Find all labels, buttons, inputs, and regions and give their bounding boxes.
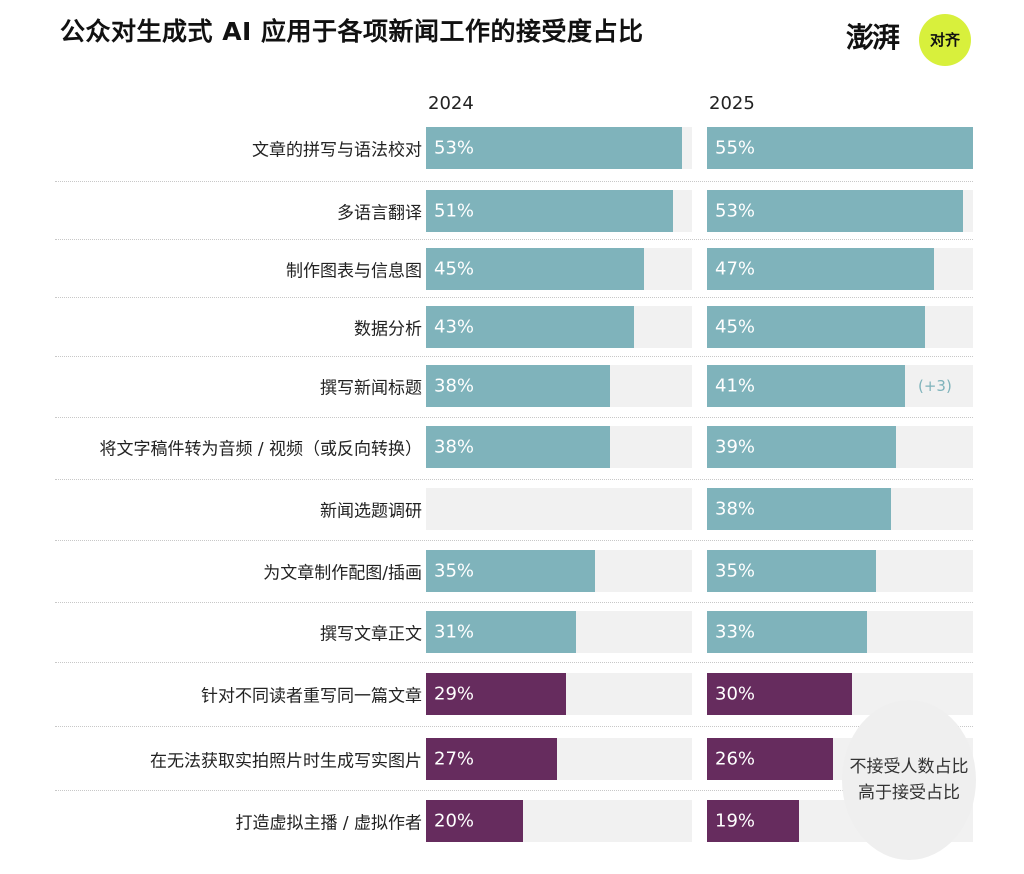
value-label: 29% bbox=[434, 683, 475, 705]
year-header-2024: 2024 bbox=[428, 93, 474, 114]
row-separator bbox=[55, 417, 973, 418]
bar-2024 bbox=[426, 306, 634, 348]
row-separator bbox=[55, 790, 973, 791]
value-label: 47% bbox=[715, 258, 756, 280]
category-label: 打造虚拟主播 / 虚拟作者 bbox=[235, 813, 422, 834]
value-label: 35% bbox=[715, 560, 756, 582]
value-label: 41% bbox=[715, 375, 756, 397]
bar-2025 bbox=[707, 426, 896, 468]
bar-2025 bbox=[707, 306, 925, 348]
row-separator bbox=[55, 602, 973, 603]
year-header-2025: 2025 bbox=[709, 93, 755, 114]
category-label: 撰写文章正文 bbox=[320, 624, 422, 645]
value-label: 31% bbox=[434, 621, 475, 643]
value-label: 35% bbox=[434, 560, 475, 582]
callout-bubble: 不接受人数占比高于接受占比 bbox=[842, 700, 976, 860]
value-label: 38% bbox=[434, 436, 475, 458]
bar-2025 bbox=[707, 550, 877, 592]
bar-2025 bbox=[707, 673, 853, 715]
value-label: 45% bbox=[434, 258, 475, 280]
value-label: 38% bbox=[715, 498, 756, 520]
chart-title: 公众对生成式 AI 应用于各项新闻工作的接受度占比 bbox=[60, 17, 644, 46]
the-paper-logo: 澎湃 bbox=[846, 21, 900, 54]
bar-2024 bbox=[426, 550, 596, 592]
bar-2025 bbox=[707, 611, 867, 653]
bar-2024 bbox=[426, 673, 567, 715]
category-label: 制作图表与信息图 bbox=[286, 261, 422, 282]
category-label: 数据分析 bbox=[354, 319, 422, 340]
row-separator bbox=[55, 726, 973, 727]
value-label: 27% bbox=[434, 748, 475, 770]
category-label: 为文章制作配图/插画 bbox=[263, 563, 422, 584]
row-separator bbox=[55, 479, 973, 480]
row-separator bbox=[55, 181, 973, 182]
bar-2024 bbox=[426, 800, 523, 842]
bar-2025 bbox=[707, 248, 935, 290]
bar-2024 bbox=[426, 127, 683, 169]
row-separator bbox=[55, 297, 973, 298]
bar-2024 bbox=[426, 426, 610, 468]
value-label: 38% bbox=[434, 375, 475, 397]
category-label: 针对不同读者重写同一篇文章 bbox=[201, 686, 422, 707]
bar-2024 bbox=[426, 190, 673, 232]
value-label: 39% bbox=[715, 436, 756, 458]
value-label: 53% bbox=[715, 200, 756, 222]
lab-logo: 对齐 bbox=[919, 14, 971, 66]
bar-2025 bbox=[707, 365, 906, 407]
value-label: 20% bbox=[434, 810, 475, 832]
category-label: 文章的拼写与语法校对 bbox=[252, 140, 422, 161]
category-label: 多语言翻译 bbox=[337, 203, 422, 224]
value-label: 53% bbox=[434, 137, 475, 159]
value-label: 51% bbox=[434, 200, 475, 222]
bar-2024 bbox=[426, 738, 557, 780]
bar-2024 bbox=[426, 611, 576, 653]
row-separator bbox=[55, 356, 973, 357]
bar-2025 bbox=[707, 127, 973, 169]
value-label: 33% bbox=[715, 621, 756, 643]
bar-2024 bbox=[426, 365, 610, 407]
value-label: 55% bbox=[715, 137, 756, 159]
bar-track bbox=[426, 488, 692, 530]
value-label: 26% bbox=[715, 748, 756, 770]
category-label: 在无法获取实拍照片时生成写实图片 bbox=[150, 751, 422, 772]
value-label: 19% bbox=[715, 810, 756, 832]
value-label: 30% bbox=[715, 683, 756, 705]
bar-2025 bbox=[707, 488, 891, 530]
value-label: 45% bbox=[715, 316, 756, 338]
category-label: 新闻选题调研 bbox=[320, 501, 422, 522]
category-label: 将文字稿件转为音频 / 视频（或反向转换） bbox=[99, 439, 422, 460]
value-label: 43% bbox=[434, 316, 475, 338]
row-separator bbox=[55, 239, 973, 240]
row-separator bbox=[55, 662, 973, 663]
bar-2024 bbox=[426, 248, 644, 290]
bar-2025 bbox=[707, 738, 833, 780]
category-label: 撰写新闻标题 bbox=[320, 378, 422, 399]
bar-2025 bbox=[707, 800, 799, 842]
bar-2025 bbox=[707, 190, 964, 232]
change-annotation: (+3) bbox=[918, 377, 952, 395]
row-separator bbox=[55, 540, 973, 541]
